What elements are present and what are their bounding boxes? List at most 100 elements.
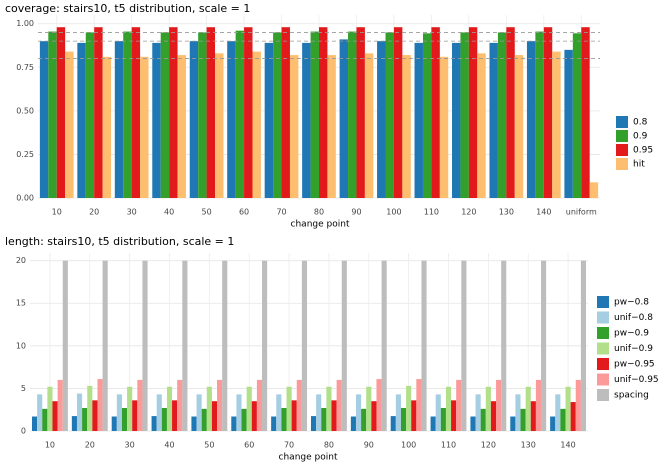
bar [231, 416, 237, 431]
bar [366, 386, 372, 431]
bar [361, 408, 367, 431]
bar [77, 42, 86, 199]
bar [310, 31, 319, 198]
bar [555, 394, 561, 431]
legend-swatch [597, 373, 609, 386]
bar [198, 32, 207, 198]
bar [246, 386, 252, 431]
x-tick-label: 100 [386, 208, 401, 217]
bar [206, 27, 216, 199]
bar [589, 182, 599, 198]
bar [235, 30, 245, 198]
bar [510, 416, 516, 431]
legend-entry: 0.9 [633, 132, 648, 142]
bar [501, 260, 507, 431]
bar [497, 32, 507, 198]
bar [116, 394, 122, 431]
bar [451, 400, 457, 431]
bar [422, 33, 432, 198]
x-tick-label: 20 [85, 441, 95, 450]
legend-swatch [616, 144, 628, 156]
bar [581, 27, 590, 199]
legend-entry: unif−0.9 [614, 344, 653, 354]
bar [97, 379, 103, 431]
legend-swatch [597, 327, 609, 339]
x-tick-label: 140 [536, 208, 551, 217]
bar [385, 32, 394, 198]
bar [256, 379, 263, 431]
bar [565, 386, 571, 431]
bar [525, 386, 531, 431]
bar [211, 401, 218, 431]
bar [264, 42, 274, 199]
bar [156, 394, 162, 431]
x-tick-label: 100 [401, 441, 416, 450]
bar [206, 386, 212, 431]
x-tick-label: 110 [441, 441, 456, 450]
x-tick-label: 30 [125, 441, 135, 450]
bar [535, 31, 544, 198]
bar [485, 386, 491, 431]
x-tick-label: 70 [276, 208, 286, 217]
bar [414, 42, 423, 199]
bar [416, 379, 422, 431]
bar [201, 408, 207, 431]
bar [468, 27, 478, 199]
bar [142, 260, 148, 431]
legend-entry: pw−0.8 [614, 298, 649, 308]
x-tick-label: uniform [566, 208, 597, 217]
bar [169, 27, 178, 199]
bar [286, 386, 292, 431]
x-tick-label: 120 [481, 441, 496, 450]
bar [262, 260, 268, 431]
bar [327, 55, 336, 199]
x-tick-label: 20 [89, 208, 99, 217]
bar [39, 41, 49, 199]
bar [140, 56, 149, 199]
bar [227, 41, 236, 199]
bar [364, 53, 374, 198]
bar [411, 400, 417, 431]
bar [137, 379, 143, 431]
bar [62, 260, 68, 431]
bar [281, 408, 287, 431]
y-tick-label: 15 [16, 299, 26, 308]
bar [356, 27, 365, 199]
bar [550, 416, 556, 431]
y-tick-label: 1.00 [16, 19, 34, 28]
bar [326, 386, 332, 431]
legend-swatch [597, 311, 609, 324]
bar [123, 31, 132, 198]
bar [461, 260, 467, 431]
bar [111, 416, 117, 431]
bar [271, 416, 277, 431]
bar [151, 416, 157, 431]
bar [241, 408, 247, 431]
bar [431, 27, 440, 199]
bar [161, 408, 167, 431]
x-tick-label: 110 [424, 208, 439, 217]
bar [132, 400, 138, 431]
legend-swatch [597, 342, 609, 355]
y-tick-label: 10 [16, 341, 26, 350]
y-tick-label: 0.25 [16, 150, 34, 159]
bar [477, 53, 486, 198]
legend-swatch [597, 296, 609, 308]
bar [131, 27, 141, 199]
bar [236, 394, 242, 431]
x-tick-label: 90 [364, 441, 374, 450]
bar [166, 386, 173, 431]
legend-swatch [616, 130, 628, 142]
bar [52, 401, 58, 431]
legend-swatch [616, 116, 628, 128]
bar [160, 32, 170, 198]
legend-swatch [597, 389, 609, 401]
bar [526, 41, 536, 199]
bar [390, 416, 396, 431]
bar [341, 260, 347, 431]
bar [376, 379, 382, 431]
bar [302, 42, 311, 199]
bar [289, 55, 299, 199]
bar [530, 401, 536, 431]
bar [514, 55, 524, 199]
